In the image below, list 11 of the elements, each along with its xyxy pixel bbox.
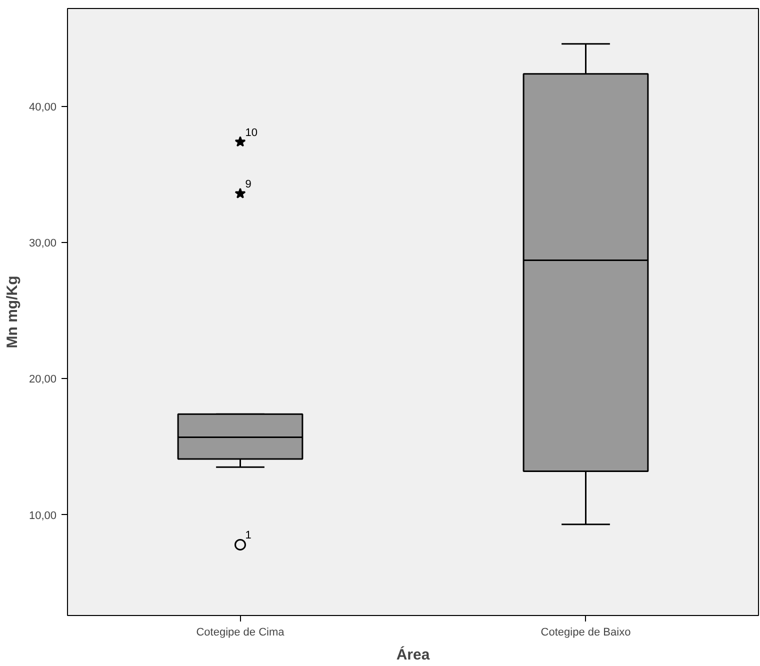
x-tick-label: Cotegipe de Baixo xyxy=(540,626,631,638)
y-axis-title: Mn mg/Kg xyxy=(4,276,21,348)
y-tick-label: 40,00 xyxy=(28,101,57,114)
y-tick-label: 10,00 xyxy=(28,510,57,522)
annotation: 9 xyxy=(245,178,252,191)
y-tick-label: 20,00 xyxy=(28,374,57,386)
annotation: 1 xyxy=(245,530,252,542)
annotation: 10 xyxy=(245,126,258,139)
y-tick-label: 30,00 xyxy=(28,238,57,250)
x-tick-label: Cotegipe de Cima xyxy=(196,626,286,638)
x-axis-title: Área xyxy=(396,646,430,664)
